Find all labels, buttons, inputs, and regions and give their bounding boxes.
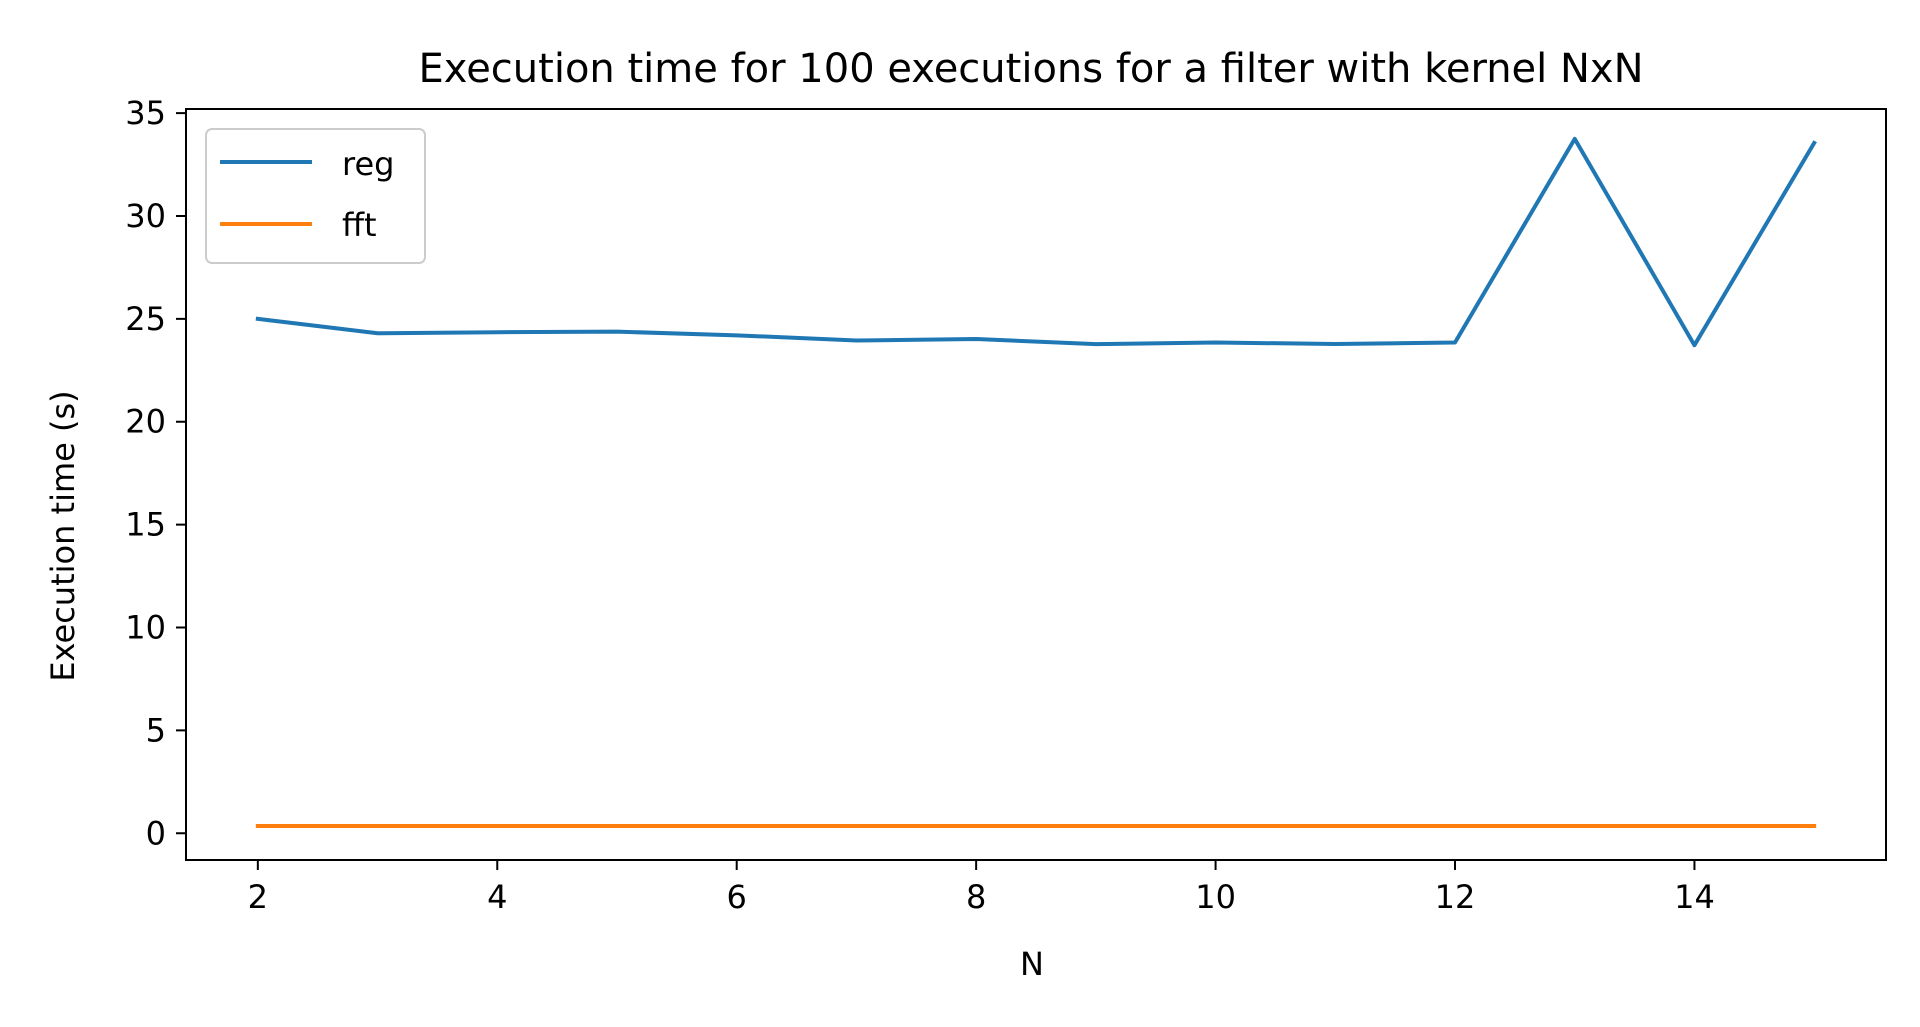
x-tick-label: 12 bbox=[1435, 878, 1476, 916]
y-tick-label: 25 bbox=[125, 300, 166, 338]
y-tick-label: 5 bbox=[146, 711, 166, 749]
x-axis-label: N bbox=[1020, 945, 1044, 983]
plot-frame bbox=[185, 108, 1887, 861]
legend: reg fft bbox=[205, 128, 426, 264]
x-tick-label: 4 bbox=[487, 878, 507, 916]
y-tick-label: 35 bbox=[125, 94, 166, 132]
y-tick-label: 30 bbox=[125, 197, 166, 235]
y-tick-label: 20 bbox=[125, 403, 166, 441]
x-tick-label: 8 bbox=[966, 878, 986, 916]
legend-label-reg: reg bbox=[342, 145, 394, 183]
y-tick-label: 0 bbox=[146, 814, 166, 852]
x-tick-label: 6 bbox=[727, 878, 747, 916]
y-axis-label: Execution time (s) bbox=[44, 390, 82, 681]
x-tick-label: 10 bbox=[1195, 878, 1236, 916]
x-tick-label: 14 bbox=[1674, 878, 1715, 916]
ticks-layer: 2 4 6 8 10 12 14 0 5 10 15 20 25 30 35 bbox=[125, 94, 1715, 916]
series-line-reg bbox=[255, 136, 1817, 348]
series-layer bbox=[255, 136, 1817, 829]
legend-label-fft: fft bbox=[342, 206, 377, 244]
x-tick-label: 2 bbox=[248, 878, 268, 916]
y-tick-label: 15 bbox=[125, 506, 166, 544]
chart-title: Execution time for 100 executions for a … bbox=[418, 46, 1643, 92]
y-tick-label: 10 bbox=[125, 608, 166, 646]
